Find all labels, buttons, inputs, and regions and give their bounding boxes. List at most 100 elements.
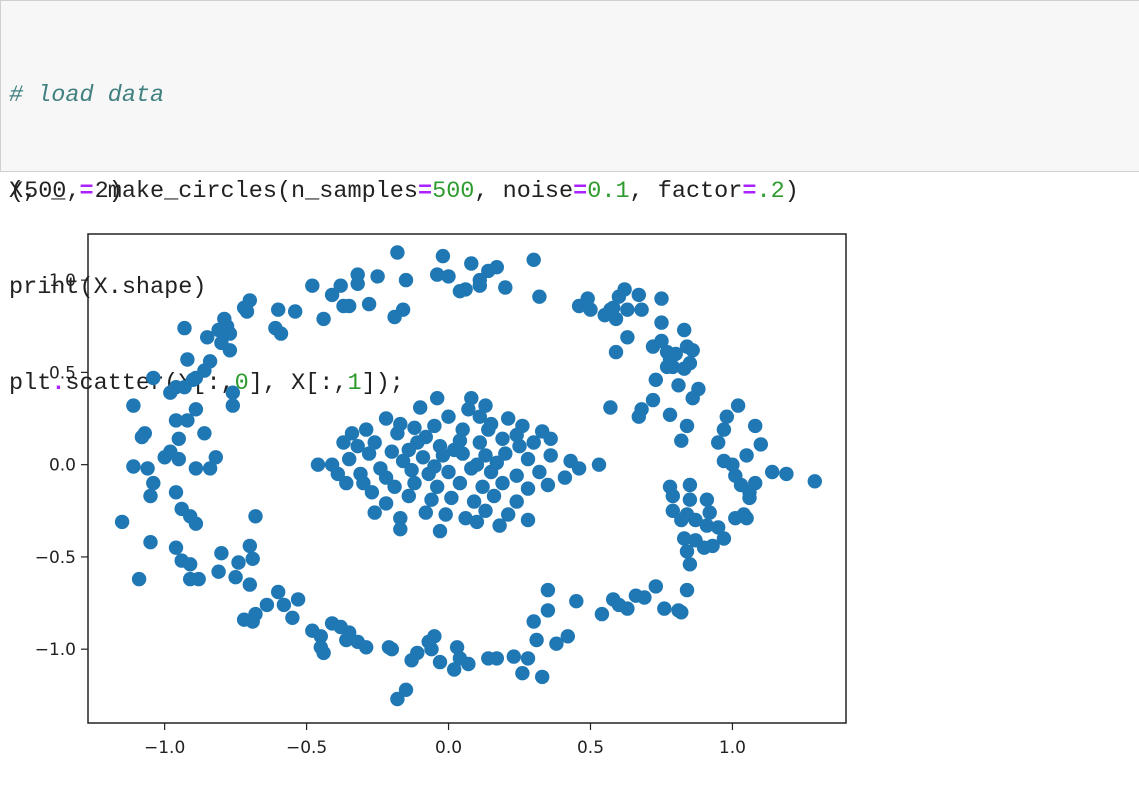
scatter-point xyxy=(438,507,453,522)
scatter-point xyxy=(520,451,536,467)
scatter-point xyxy=(495,475,510,491)
scatter-point xyxy=(606,300,621,315)
code-token: print(X.shape) xyxy=(9,274,207,301)
scatter-point xyxy=(495,431,510,446)
code-line-print: print(X.shape) xyxy=(9,272,1139,304)
scatter-point xyxy=(290,592,306,607)
scatter-point xyxy=(691,381,706,397)
scatter-point xyxy=(427,418,442,434)
scatter-point xyxy=(526,252,541,267)
scatter-point xyxy=(180,352,195,367)
scatter-point xyxy=(549,636,564,651)
scatter-point xyxy=(134,429,150,445)
scatter-point xyxy=(526,435,541,450)
scatter-point xyxy=(674,433,689,448)
scatter-point xyxy=(432,523,448,539)
scatter-point xyxy=(461,656,476,672)
scatter-point xyxy=(654,333,669,349)
scatter-point xyxy=(631,287,646,303)
scatter-point xyxy=(404,653,419,668)
scatter-point xyxy=(398,272,414,288)
scatter-point xyxy=(685,343,700,358)
scatter-point xyxy=(665,503,680,518)
scatter-point xyxy=(526,614,541,629)
scatter-plot: −1.0 −0.5 0.0 0.5 1.0 1.0 0.5 0.0 −0.5 −1.0 xyxy=(35,233,847,758)
scatter-point xyxy=(310,457,326,472)
scatter-point xyxy=(492,518,507,533)
scatter-point xyxy=(688,512,703,528)
code-token: ], X[:, xyxy=(248,370,348,397)
scatter-point xyxy=(370,269,385,284)
scatter-point xyxy=(171,431,186,446)
scatter-point xyxy=(168,485,184,500)
scatter-point xyxy=(447,442,462,458)
scatter-point xyxy=(361,446,377,461)
code-number: 500 xyxy=(432,178,475,205)
scatter-point xyxy=(407,420,422,435)
scatter-point xyxy=(682,492,698,507)
x-tick-label: −1.0 xyxy=(144,738,185,758)
scatter-point xyxy=(421,634,436,649)
scatter-point xyxy=(157,450,172,465)
y-tick-label: 0.5 xyxy=(49,363,76,383)
scatter-point xyxy=(146,475,161,491)
scatter-point xyxy=(131,571,147,587)
code-token: , noise xyxy=(474,178,574,205)
scatter-point xyxy=(188,516,204,531)
scatter-point xyxy=(285,610,300,625)
scatter-point xyxy=(171,451,186,467)
scatter-point xyxy=(469,457,485,472)
scatter-point xyxy=(367,435,382,450)
scatter-point xyxy=(608,344,624,360)
scatter-point xyxy=(657,601,672,616)
scatter-point xyxy=(387,309,402,325)
scatter-point xyxy=(407,475,422,491)
scatter-point xyxy=(168,413,184,428)
scatter-point xyxy=(222,326,238,341)
scatter-point xyxy=(631,409,646,424)
y-tick-label: 0.0 xyxy=(49,456,76,476)
scatter-point xyxy=(211,564,226,579)
scatter-point xyxy=(395,453,411,469)
scatter-point xyxy=(413,400,428,415)
scatter-point xyxy=(677,322,692,338)
y-tick-label: −1.0 xyxy=(35,640,76,660)
scatter-point xyxy=(404,463,419,478)
scatter-point xyxy=(197,426,212,441)
code-token: make_circles(n_samples xyxy=(93,178,418,205)
x-axis: −1.0 −0.5 0.0 0.5 1.0 xyxy=(144,723,746,758)
scatter-point xyxy=(674,605,689,620)
scatter-point xyxy=(401,442,416,458)
scatter-point xyxy=(432,654,448,670)
scatter-point xyxy=(807,474,822,489)
scatter-point xyxy=(711,520,726,535)
scatter-point xyxy=(665,488,680,504)
scatter-point xyxy=(435,448,451,463)
scatter-point xyxy=(177,320,192,336)
scatter-point xyxy=(506,649,521,664)
scatter-point xyxy=(313,629,328,644)
scatter-point xyxy=(571,461,587,476)
code-comment: # load data xyxy=(9,82,165,109)
scatter-point xyxy=(231,555,246,570)
scatter-point xyxy=(384,642,399,657)
scatter-point xyxy=(140,461,155,476)
scatter-point xyxy=(361,296,377,312)
code-line-make-circles: X, _ = make_circles(n_samples=500, noise… xyxy=(9,176,1139,208)
scatter-point xyxy=(384,444,399,459)
scatter-point xyxy=(126,398,141,413)
scatter-point xyxy=(424,492,439,507)
scatter-point xyxy=(779,466,794,482)
code-number: .2 xyxy=(756,178,785,205)
scatter-point xyxy=(441,464,456,480)
scatter-point xyxy=(603,400,618,415)
code-cell[interactable]: # load data X, _ = make_circles(n_sample… xyxy=(0,0,1139,397)
scatter-point xyxy=(126,459,141,474)
scatter-point xyxy=(188,461,204,476)
scatter-point xyxy=(242,293,257,308)
code-token: X, _ xyxy=(9,178,80,205)
code-number: 0.1 xyxy=(587,178,630,205)
scatter-point xyxy=(245,551,260,566)
scatter-point xyxy=(620,330,635,345)
code-token: plt xyxy=(9,370,52,397)
